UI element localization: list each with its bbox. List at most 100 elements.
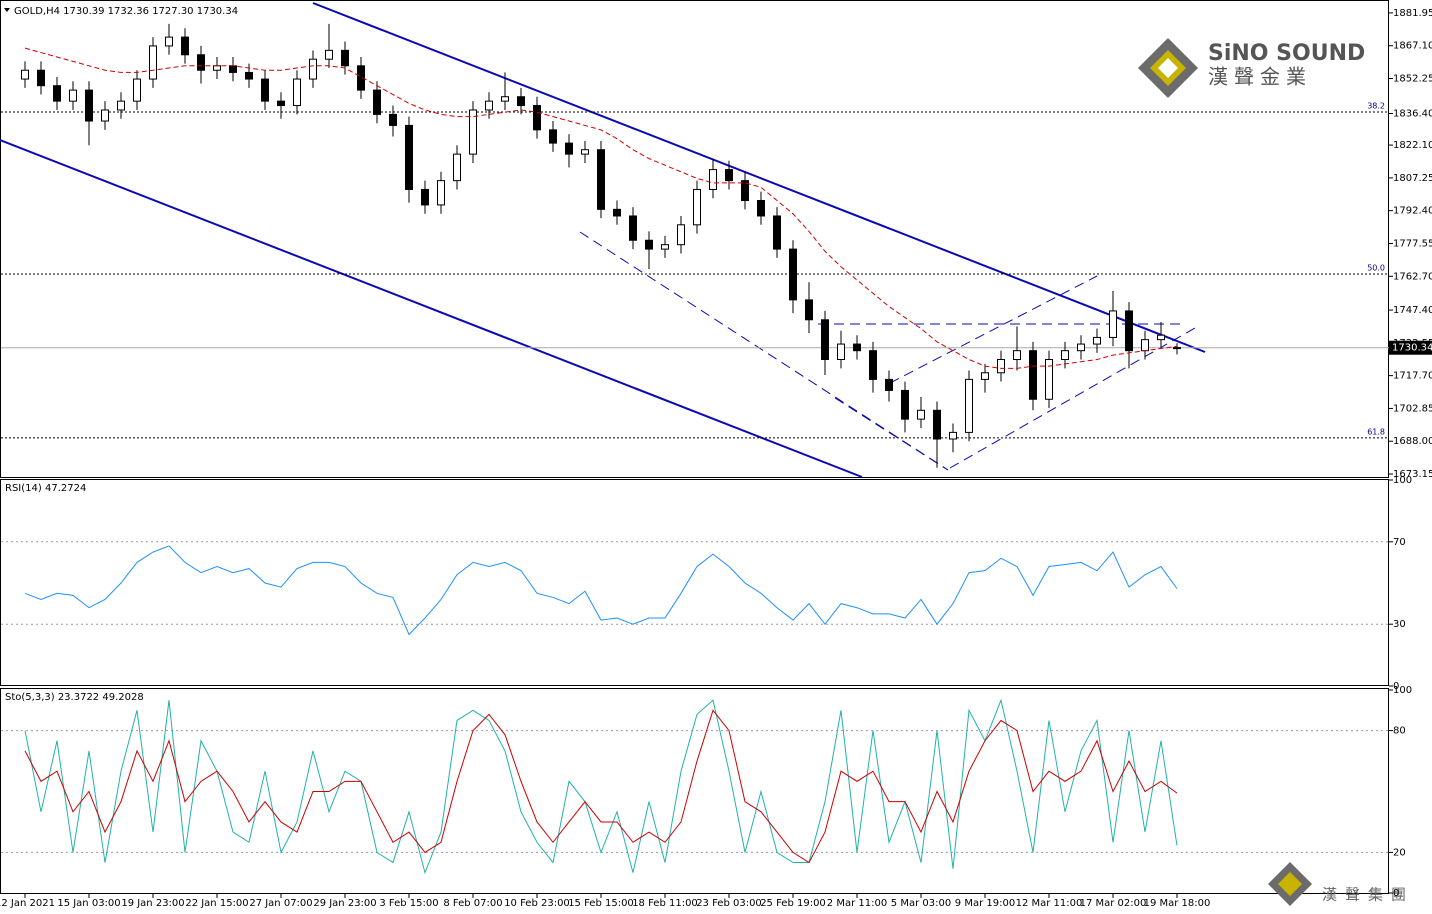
y-tick-label: 1852.25 [1393, 74, 1432, 85]
trend-line [312, 2, 1206, 353]
candle-body [629, 215, 637, 241]
candle-body [1157, 334, 1165, 341]
candle-body [949, 431, 957, 440]
y-tick-label: 0 [1393, 888, 1399, 899]
candle-body [997, 359, 1005, 374]
x-tick-label: 27 Jan 07:00 [249, 898, 312, 909]
candle-body [853, 343, 861, 352]
sto-panel [0, 688, 1389, 894]
candle-body [789, 248, 797, 301]
candle-body [613, 208, 621, 217]
candle-body [453, 153, 461, 182]
candle-body [53, 85, 61, 102]
candle-body [1061, 350, 1069, 361]
candle-body [533, 105, 541, 131]
candle-body [661, 244, 669, 250]
x-tick-label: 12 Jan 2021 [0, 898, 55, 909]
candle-body [1109, 310, 1117, 338]
sto-title: Sto(5,3,3) 23.3722 49.2028 [5, 692, 144, 703]
logo-diamond-inner [1278, 872, 1302, 896]
candle-body [421, 188, 429, 206]
candle-body [501, 96, 509, 102]
candle-body [405, 124, 413, 190]
candle-body [37, 69, 45, 87]
candle-body [1093, 336, 1101, 345]
candle-body [709, 169, 717, 190]
candle-body [933, 409, 941, 440]
candle-body [245, 71, 253, 80]
candle-body [1077, 343, 1085, 352]
candle-body [261, 78, 269, 102]
candle-body [549, 129, 557, 144]
candle-body [693, 188, 701, 226]
fib-label: 38.2 [1367, 101, 1385, 110]
candle-body [869, 350, 877, 380]
logo-text: SiNO SOUND [1208, 41, 1365, 66]
channel-lines [0, 2, 1206, 478]
candle-body [309, 58, 317, 80]
x-tick-label: 5 Mar 03:00 [891, 898, 951, 909]
y-tick-label: 70 [1393, 537, 1406, 548]
candle-body [981, 372, 989, 380]
logo: SiNO SOUND 漢聲金業 [1138, 38, 1365, 98]
y-tick-label: 1673.15 [1393, 469, 1432, 480]
candle-body [69, 89, 77, 102]
y-tick-label: 1807.25 [1393, 173, 1432, 184]
y-tick-label: 1881.95 [1393, 8, 1432, 19]
candle-body [917, 409, 925, 420]
y-tick-label: 100 [1393, 685, 1412, 696]
x-tick-label: 19 Mar 18:00 [1144, 898, 1211, 909]
logo-diamond-core [1158, 58, 1178, 78]
fib-label: 61.8 [1367, 427, 1385, 436]
candle-body [821, 319, 829, 361]
candle-body [21, 69, 29, 80]
x-tick-label: 15 Jan 03:00 [57, 898, 120, 909]
dashed-lines [579, 231, 1196, 471]
y-tick-label: 0 [1393, 681, 1399, 692]
candle-body [741, 180, 749, 202]
main-panel [0, 0, 1389, 478]
candle-body [645, 239, 653, 250]
candle-body [517, 96, 525, 107]
trend-line [0, 139, 863, 478]
candle-body [1141, 339, 1149, 352]
indicator-line [24, 709, 1178, 864]
y-tick-label: 1762.70 [1393, 271, 1432, 282]
candle-body [885, 378, 893, 391]
x-tick-label: 12 Mar 11:00 [1016, 898, 1083, 909]
candle-body [149, 45, 157, 80]
rsi-title: RSI(14) 47.2724 [5, 483, 86, 494]
candle-body [901, 389, 909, 420]
candle-body [597, 149, 605, 210]
candle-body [773, 215, 781, 250]
chart-title: GOLD,H4 1730.39 1732.36 1727.30 1730.34 [14, 6, 238, 17]
candle-body [165, 36, 173, 47]
y-tick-label: 1867.10 [1393, 41, 1432, 52]
candle-body [1173, 347, 1181, 350]
x-tick-label: 22 Jan 15:00 [185, 898, 248, 909]
y-tick-label: 1836.40 [1393, 109, 1432, 120]
candle-body [277, 100, 285, 107]
candle-body [581, 149, 589, 155]
footer-text: 漢聲集團 [1322, 886, 1414, 904]
menu-arrow[interactable] [4, 8, 10, 12]
x-tick-label: 2 Mar 11:00 [827, 898, 887, 909]
candle-body [229, 65, 237, 73]
x-tick-label: 19 Jan 23:00 [121, 898, 184, 909]
candle-body [197, 54, 205, 71]
candle-body [725, 169, 733, 182]
candle-body [357, 65, 365, 91]
footer-logo: 漢聲集團 [1268, 862, 1414, 906]
x-tick-label: 25 Feb 19:00 [760, 898, 826, 909]
candle-body [485, 100, 493, 111]
last-price-box [1389, 340, 1432, 355]
y-tick-label: 80 [1393, 726, 1406, 737]
candle-body [1125, 310, 1133, 352]
dashed-line [889, 275, 1098, 384]
indicator-line [24, 545, 1178, 636]
candle-body [1029, 350, 1037, 400]
dashed-line [834, 397, 949, 471]
x-tick-label: 29 Jan 23:00 [313, 898, 376, 909]
candle-body [213, 65, 221, 71]
